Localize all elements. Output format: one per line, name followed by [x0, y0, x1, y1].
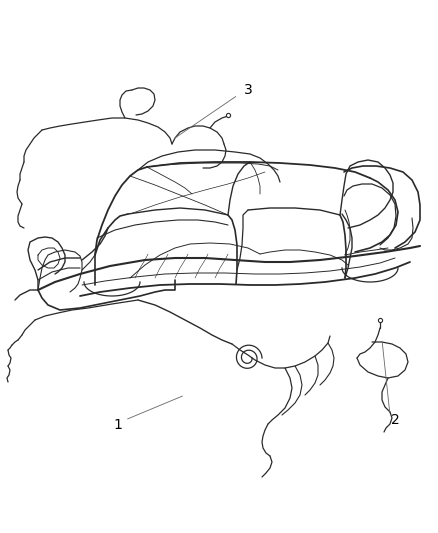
Text: 1: 1	[113, 418, 123, 432]
Text: 3: 3	[244, 83, 252, 97]
Text: 2: 2	[391, 413, 399, 427]
